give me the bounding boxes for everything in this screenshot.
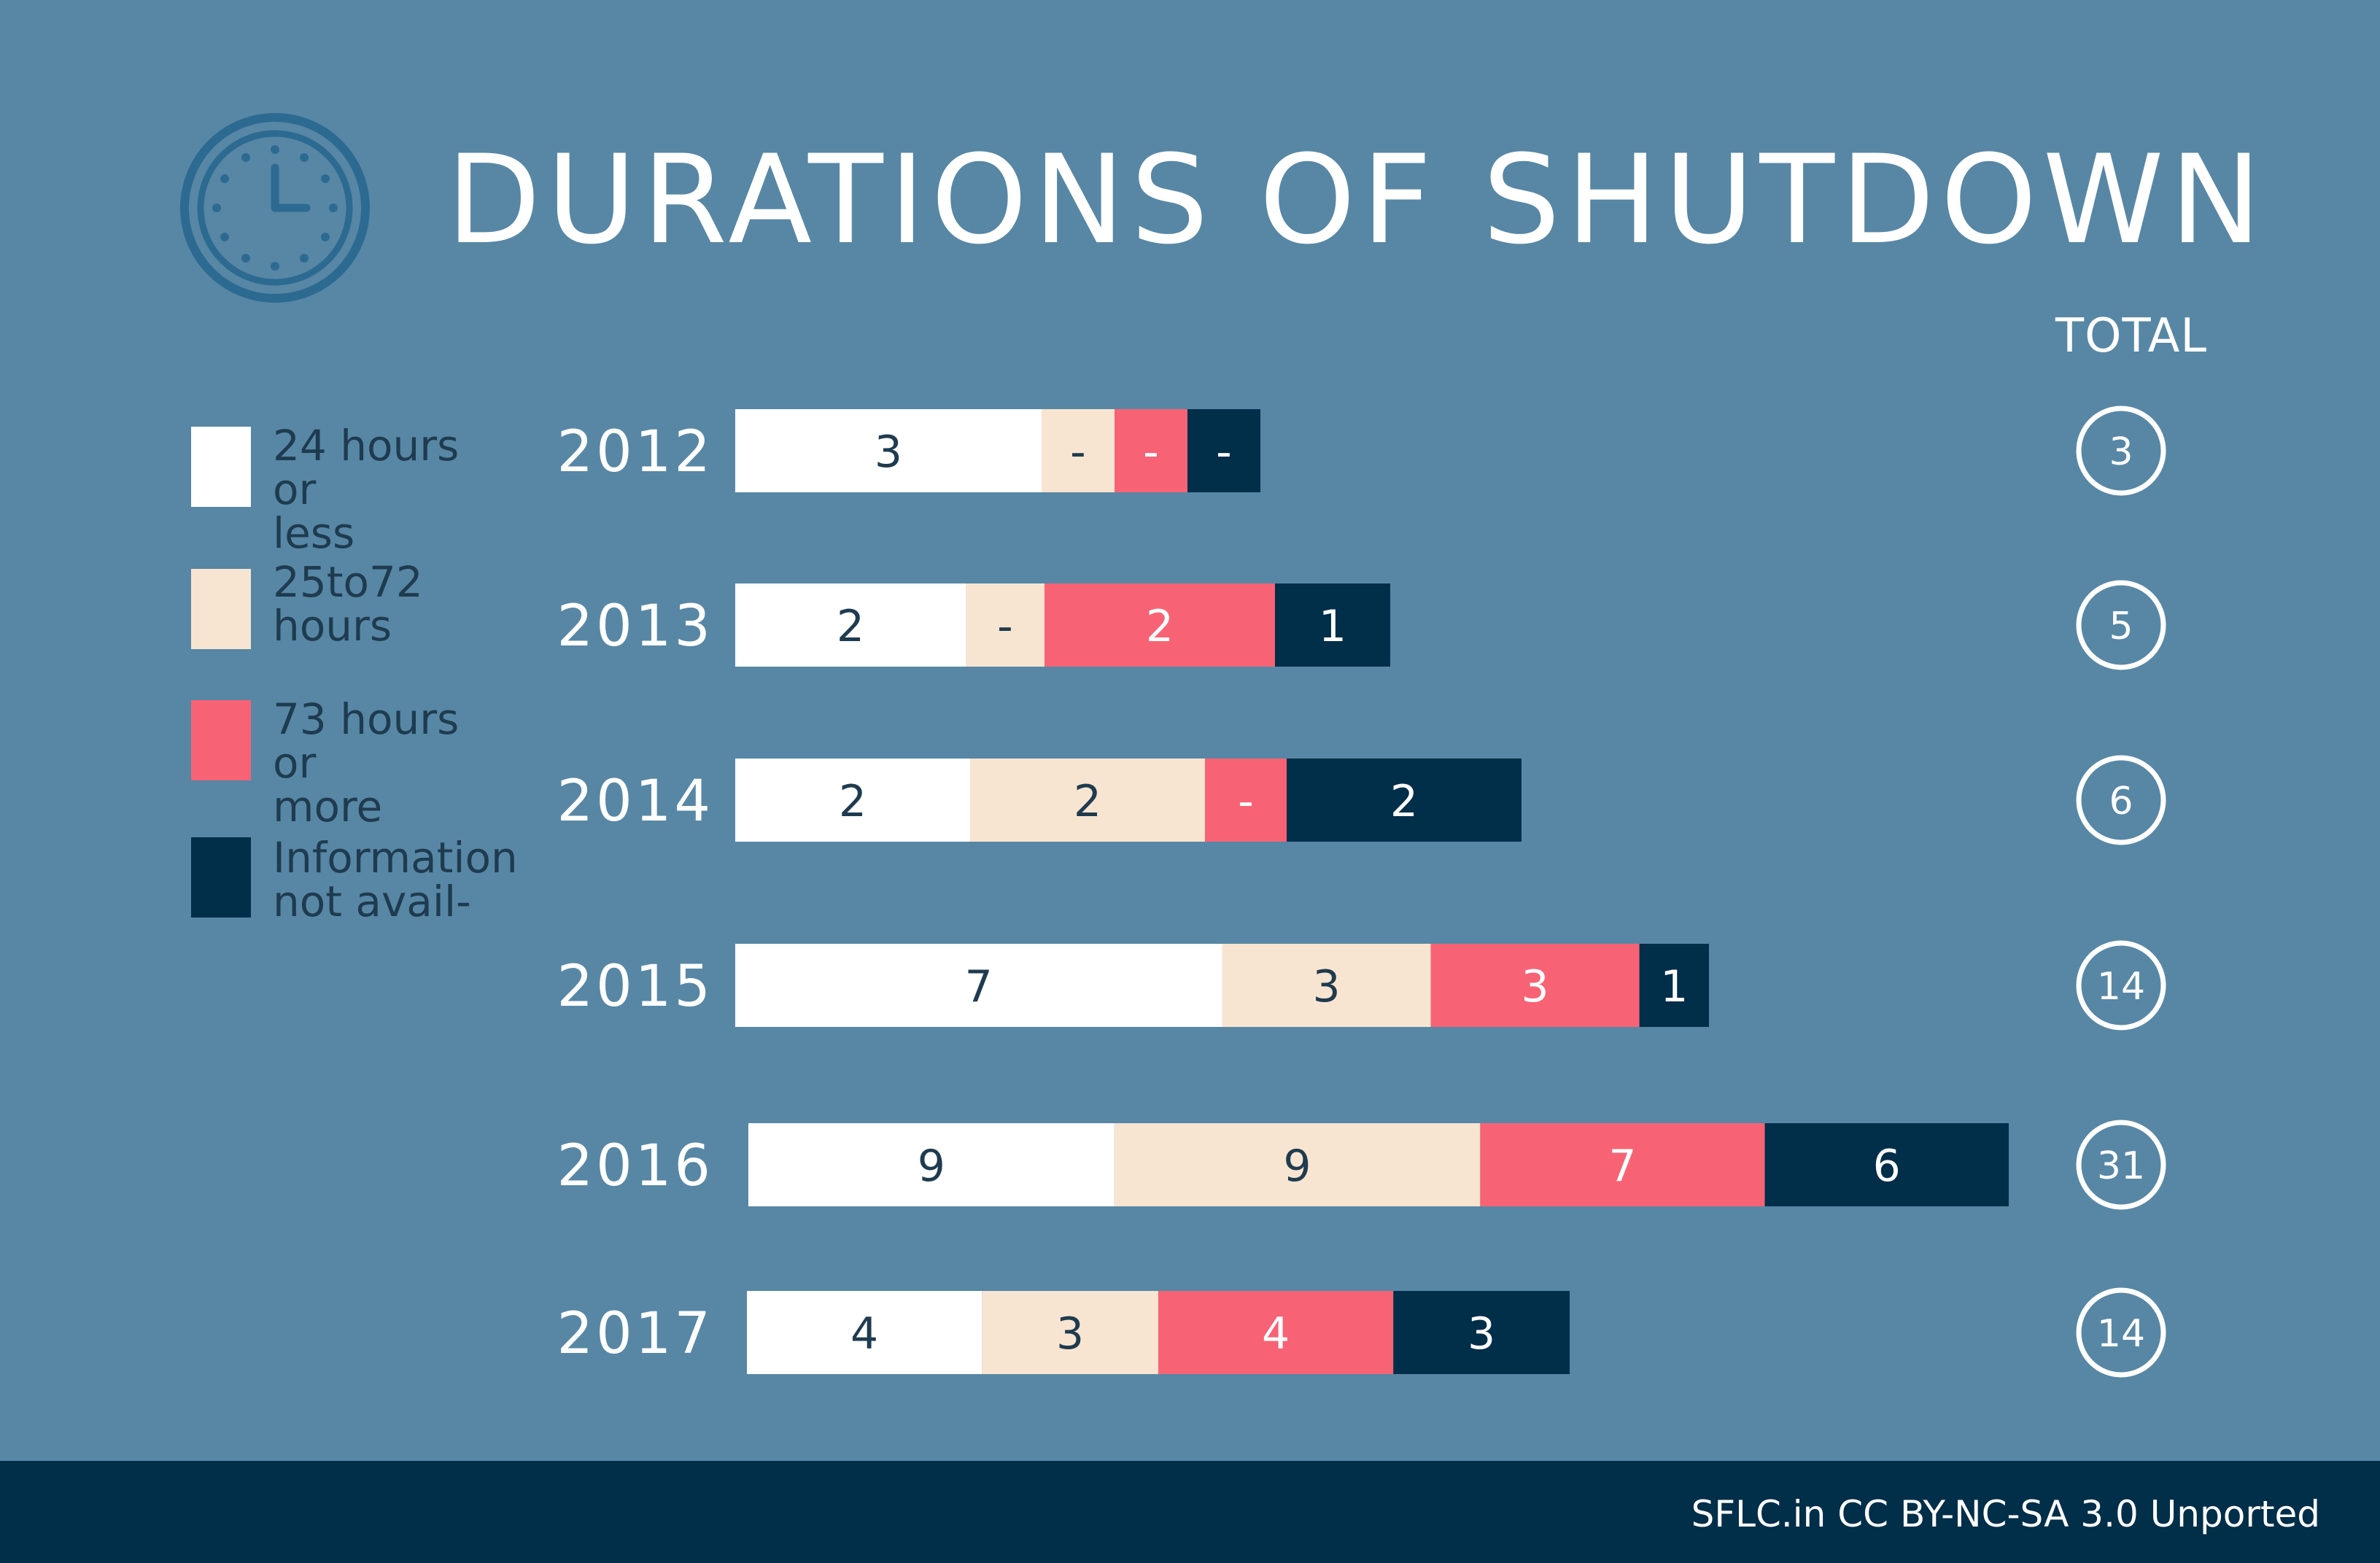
bar-segment [1393,1291,1570,1374]
total-value: 3 [2109,430,2133,474]
bar-value-label: 1 [1660,961,1688,1012]
bar-value-label: 7 [1608,1141,1636,1192]
total-value: 5 [2109,605,2133,648]
bar-value-label: 2 [839,776,867,827]
bar-segment [966,583,1044,667]
bar-segment [1042,409,1115,492]
bar-segment [735,759,970,842]
page-title: DURATIONS OF SHUTDOWN [446,128,2268,271]
legend-label: 25to72 hours [273,557,423,651]
bar-value-label: 1 [1319,601,1346,652]
legend-swatch [191,837,251,918]
bar-segment [1639,944,1709,1027]
year-label: 2012 [557,419,713,485]
legend-label: Information not avail- [273,833,518,926]
bar-value-label: 3 [1468,1308,1495,1360]
total-header: TOTAL [2055,309,2208,363]
bar-value-label: 3 [1522,961,1549,1012]
legend-label: 24 hours or less [273,421,460,558]
year-label: 2013 [557,594,713,659]
bar-value-label: - [1238,776,1254,827]
bar-segment [1430,944,1640,1027]
bar-segment [1287,759,1522,842]
total-circle [2076,580,2166,670]
bar-segment [1158,1291,1394,1374]
bar-value-label: - [1143,427,1159,478]
year-label: 2015 [557,954,713,1020]
year-label: 2017 [557,1301,713,1367]
bar-segment [1222,944,1431,1027]
bar-segment [1115,409,1187,492]
bar-value-label: 2 [1390,776,1418,827]
bar-segment [735,409,1042,492]
bar-value-label: 4 [850,1308,878,1360]
clock-icon [180,113,370,303]
total-value: 14 [2097,965,2145,1009]
bar-value-label: 9 [918,1141,945,1192]
bar-segment [747,1291,982,1374]
bar-value-label: 7 [965,961,993,1012]
bar-value-label: 2 [837,601,864,652]
bar-segment [1114,1123,1481,1206]
total-circle [2076,406,2166,496]
total-value: 14 [2097,1312,2145,1356]
legend-swatch [191,569,251,649]
bar-value-label: 6 [1873,1141,1901,1192]
total-circle [2076,755,2166,845]
bar-value-label: - [1216,427,1232,478]
bar-value-label: 4 [1262,1308,1290,1360]
total-circle [2076,1287,2166,1378]
bar-value-label: - [997,601,1013,652]
legend-label: 73 hours or more [273,694,460,831]
bar-segment [1187,409,1260,492]
bar-segment [1044,583,1275,667]
bar-segment [1764,1123,2009,1206]
total-circle [2076,940,2166,1031]
year-label: 2014 [557,769,713,834]
bar-value-label: 9 [1283,1141,1311,1192]
bar-segment [748,1123,1115,1206]
bar-segment [735,583,966,667]
legend-swatch [191,700,251,780]
total-circle [2076,1120,2166,1210]
bar-segment [982,1291,1158,1374]
footer-credit: SFLC.in CC BY-NC-SA 3.0 Unported [1691,1493,2320,1535]
legend-swatch [191,427,251,507]
bar-segment [735,944,1222,1027]
footer-bar: SFLC.in CC BY-NC-SA 3.0 Unported [0,1461,2380,1563]
bar-value-label: 3 [1056,1308,1084,1360]
year-label: 2016 [557,1133,713,1199]
bar-value-label: 3 [875,427,902,478]
bar-value-label: 2 [1074,776,1101,827]
bar-value-label: 2 [1146,601,1174,652]
bar-segment [1275,583,1390,667]
bar-value-label: - [1070,427,1086,478]
bar-segment [1205,759,1287,842]
bar-value-label: 3 [1312,961,1340,1012]
bar-segment [1480,1123,1765,1206]
total-value: 31 [2097,1144,2145,1188]
bar-segment [970,759,1205,842]
total-value: 6 [2109,780,2133,823]
